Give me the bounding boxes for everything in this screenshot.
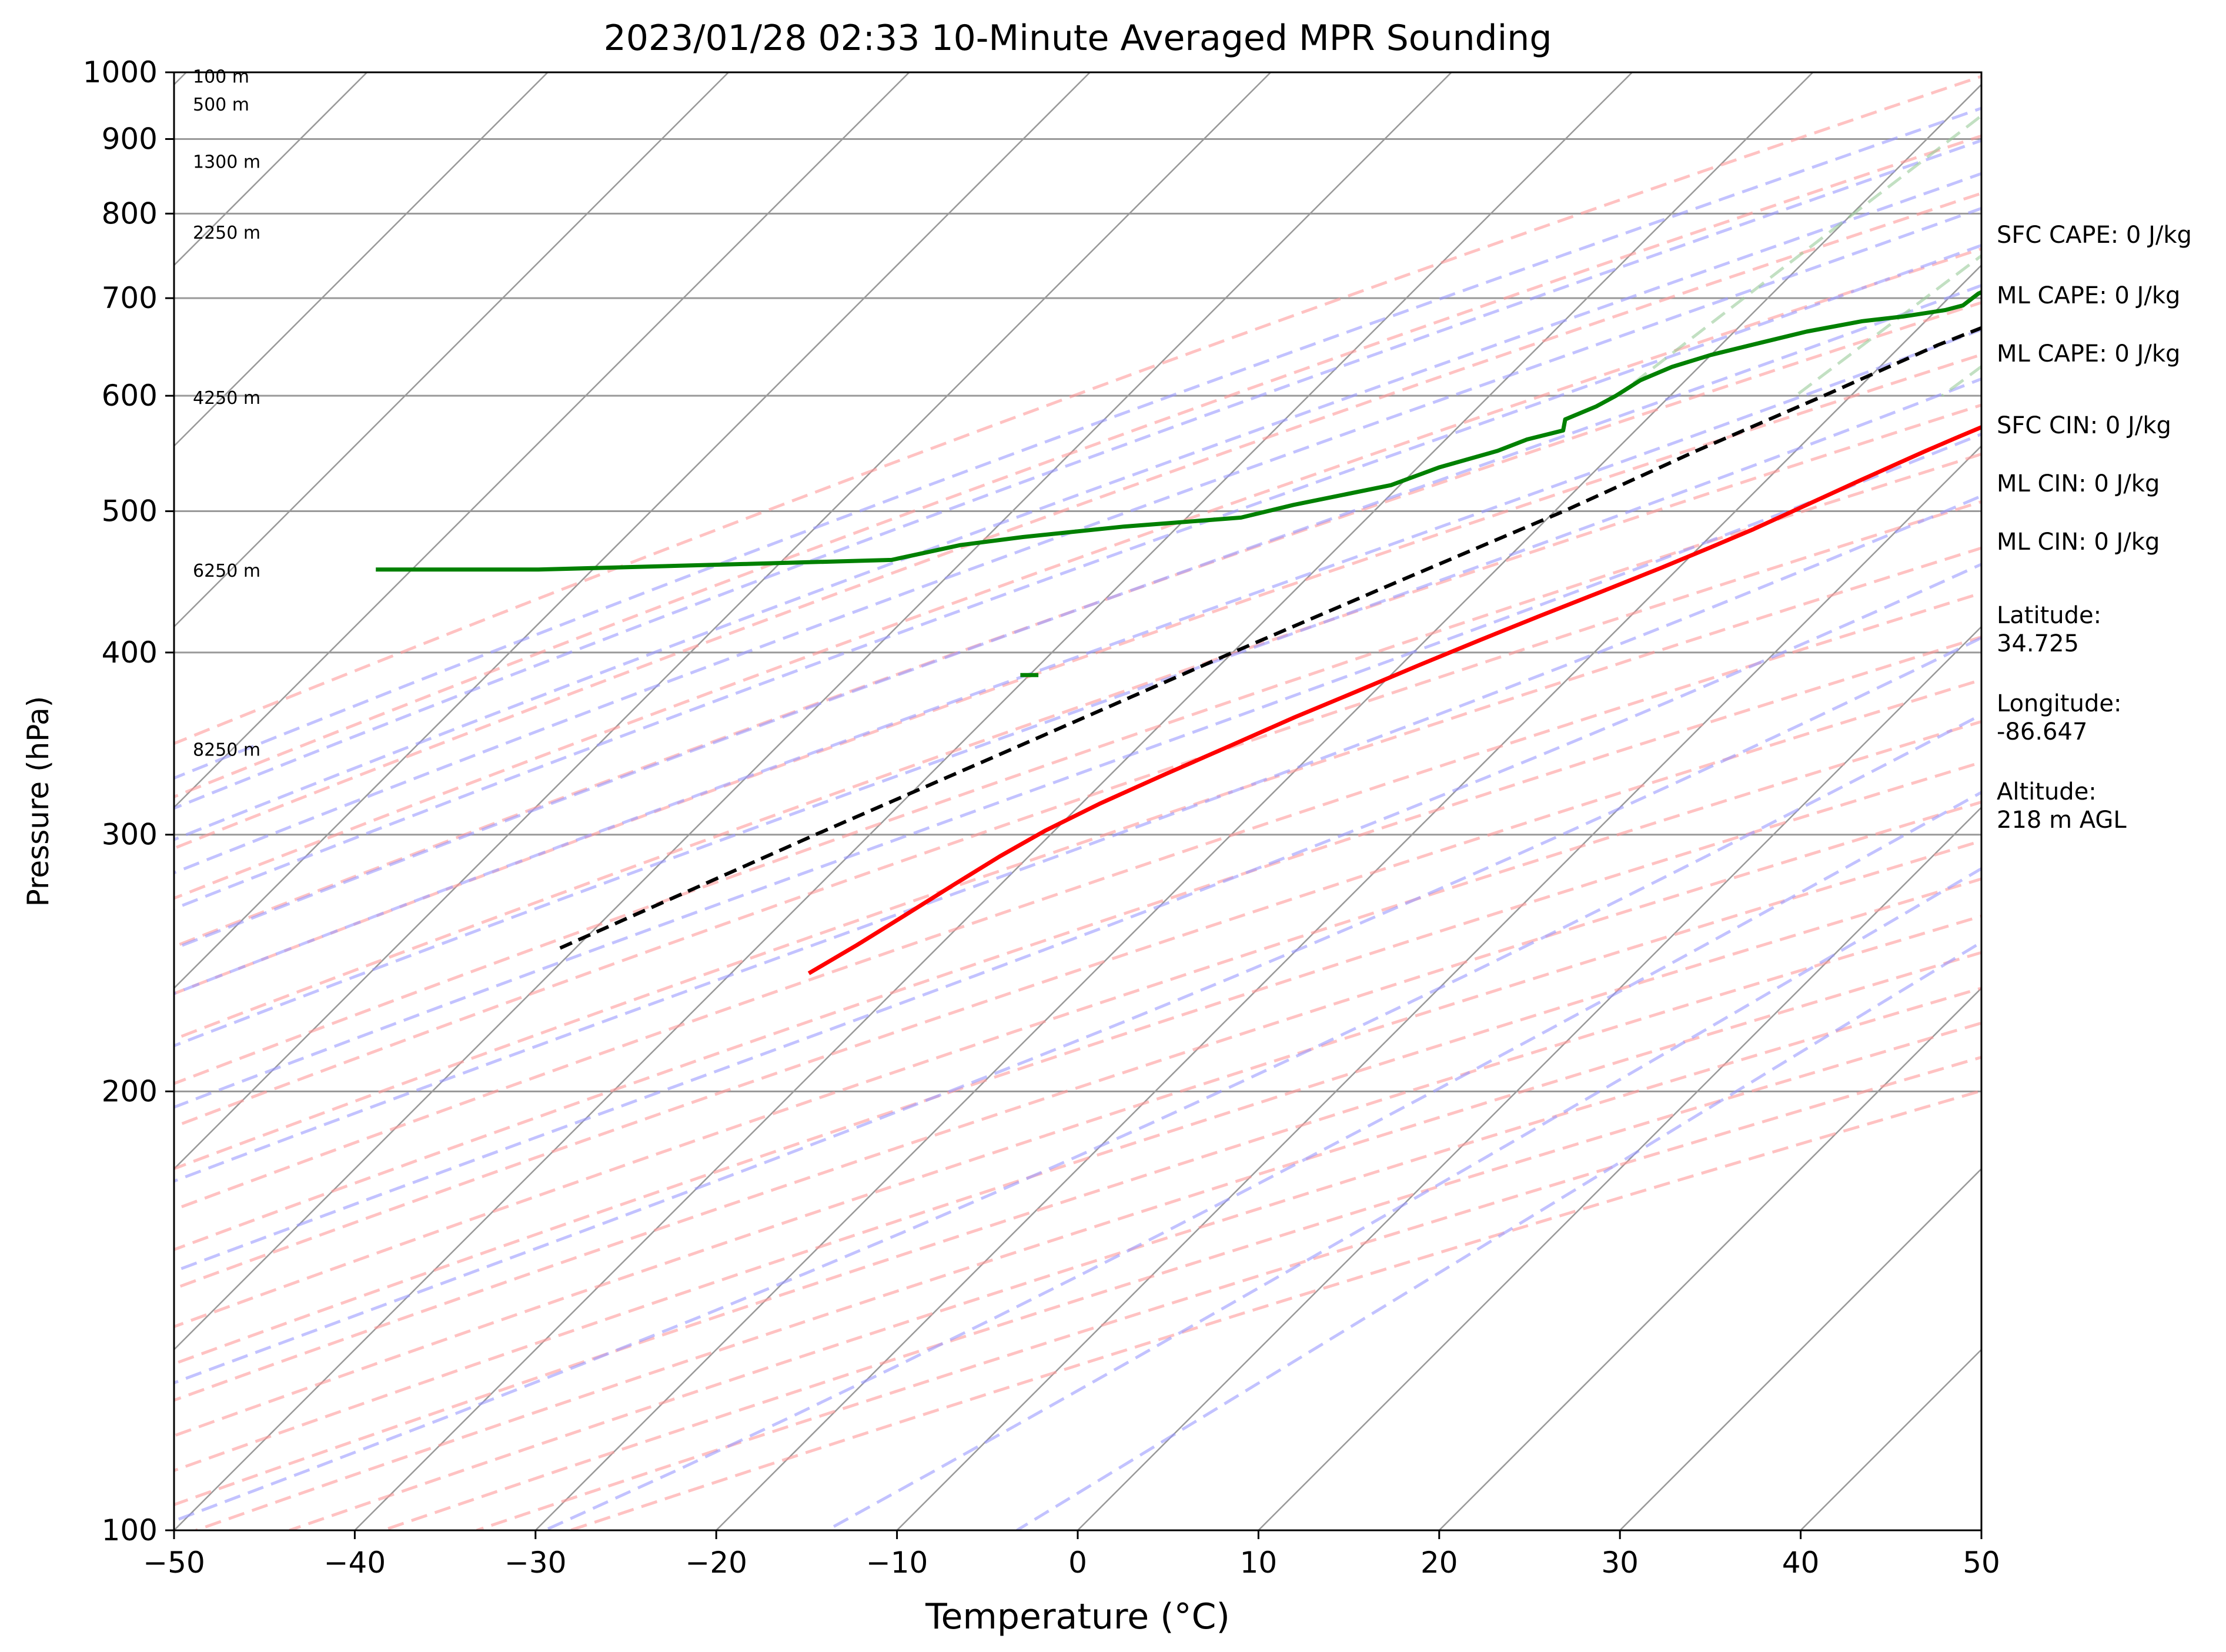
info-line: ML CAPE: 0 J/kg (1997, 282, 2180, 309)
isotherm-line (174, 72, 549, 447)
dry-adiabat (174, 877, 1981, 1473)
isotherm-line (174, 72, 1452, 1351)
info-line: SFC CAPE: 0 J/kg (1997, 222, 2192, 249)
y-tick-label: 300 (102, 818, 158, 852)
moist-adiabat (174, 283, 1981, 951)
moist-adiabat (174, 106, 1981, 780)
latitude-label: Latitude: (1997, 602, 2101, 629)
x-tick-label: 50 (1963, 1546, 2000, 1580)
dry-adiabat (174, 760, 1981, 1366)
moist-adiabat (174, 327, 1981, 995)
isotherm-line (1619, 1168, 1981, 1530)
x-tick-label: −20 (685, 1546, 747, 1580)
sounding-series-line (807, 424, 1981, 975)
y-axis: 100 200 300 400 500 600 700 800 900 1000 (83, 55, 174, 1547)
dry-adiabat (174, 247, 1981, 900)
dry-adiabat (174, 635, 1981, 1252)
isotherm-line (174, 72, 729, 628)
height-label: 1300 m (193, 152, 260, 172)
moist-adiabat (174, 432, 1981, 1109)
x-tick-label: 20 (1421, 1546, 1458, 1580)
height-label: 2250 m (193, 223, 260, 243)
x-tick-label: −40 (324, 1546, 386, 1580)
isotherm-line (716, 264, 1981, 1530)
moist-adiabat (174, 636, 1981, 1385)
height-label: 500 m (193, 95, 249, 115)
dry-adiabat (174, 500, 1981, 1129)
dry-adiabat (174, 452, 1981, 1085)
dry-adiabat (174, 403, 1981, 1041)
height-label: 4250 m (193, 388, 260, 409)
isotherm-line (174, 72, 910, 809)
dry-adiabat (174, 192, 1981, 850)
x-axis: −50 −40 −30 −20 −10 0 10 20 30 40 50 (143, 1530, 2000, 1580)
altitude-label: Altitude: (1997, 778, 2097, 805)
info-line: ML CIN: 0 J/kg (1997, 470, 2160, 497)
x-tick-label: 30 (1601, 1546, 1639, 1580)
x-axis-label: Temperature (°C) (925, 1596, 1230, 1637)
x-tick-label: −10 (866, 1546, 928, 1580)
dry-adiabat (174, 134, 1981, 799)
x-tick-label: 10 (1240, 1546, 1278, 1580)
x-tick-label: −50 (143, 1546, 205, 1580)
chart-title: 2023/01/28 02:33 10-Minute Averaged MPR … (604, 18, 1552, 59)
y-tick-label: 500 (102, 494, 158, 529)
info-panel: SFC CAPE: 0 J/kg ML CAPE: 0 J/kg ML CAPE… (1997, 222, 2192, 834)
altitude-value: 218 m AGL (1997, 807, 2127, 834)
moist-adiabat (174, 243, 1981, 911)
dry-adiabat (174, 301, 1981, 948)
mixing-ratio-line (1794, 253, 1981, 397)
sounding-series-line (376, 290, 1981, 572)
data-lines (376, 290, 1981, 975)
x-tick-label: 40 (1782, 1546, 1820, 1580)
height-labels: 100 m 500 m 1300 m 2250 m 4250 m 6250 m 8250 m (193, 67, 260, 761)
moist-adiabat (174, 172, 1981, 841)
longitude-label: Longitude: (1997, 690, 2121, 717)
dry-adiabat (174, 800, 1981, 1402)
y-tick-label: 1000 (83, 55, 158, 89)
moist-adiabat (174, 139, 1981, 810)
y-tick-label: 700 (102, 281, 158, 315)
height-label: 8250 m (193, 740, 260, 760)
moist-adiabat (544, 790, 1981, 1530)
height-label: 6250 m (193, 561, 260, 581)
moist-adiabat (174, 563, 1981, 1273)
x-tick-label: 0 (1068, 1546, 1087, 1580)
y-tick-label: 900 (102, 122, 158, 156)
isotherm-line (1258, 806, 1981, 1530)
x-tick-label: −30 (504, 1546, 567, 1580)
isotherm-line (174, 72, 1091, 989)
isotherm-line (1077, 626, 1981, 1530)
longitude-value: -86.647 (1997, 718, 2087, 745)
isotherm-line (1438, 987, 1981, 1530)
y-tick-label: 200 (102, 1074, 158, 1108)
info-line: ML CIN: 0 J/kg (1997, 529, 2160, 556)
sounding-series-line (554, 326, 1981, 952)
y-tick-label: 600 (102, 379, 158, 413)
mixing-ratio-line (1616, 113, 1981, 397)
moist-adiabat (174, 494, 1981, 1183)
latitude-value: 34.725 (1997, 630, 2079, 657)
dry-adiabat (174, 914, 1981, 1507)
moist-adiabat (174, 377, 1981, 1048)
dry-adiabat (174, 678, 1981, 1290)
isotherm-line (174, 72, 1272, 1170)
y-tick-label: 400 (102, 636, 158, 670)
info-line: ML CAPE: 0 J/kg (1997, 340, 2180, 367)
isotherm-line (534, 83, 1981, 1530)
background-lines (174, 72, 1981, 1530)
isotherm-line (896, 444, 1981, 1530)
moist-adiabat (826, 867, 1981, 1530)
moist-adiabat (1016, 940, 1981, 1530)
height-label: 100 m (193, 67, 249, 88)
info-line: SFC CIN: 0 J/kg (1997, 412, 2171, 439)
isotherm-line (174, 72, 1633, 1530)
y-axis-label: Pressure (hPa) (21, 696, 55, 907)
y-tick-label: 100 (102, 1513, 158, 1547)
y-tick-label: 800 (102, 196, 158, 230)
